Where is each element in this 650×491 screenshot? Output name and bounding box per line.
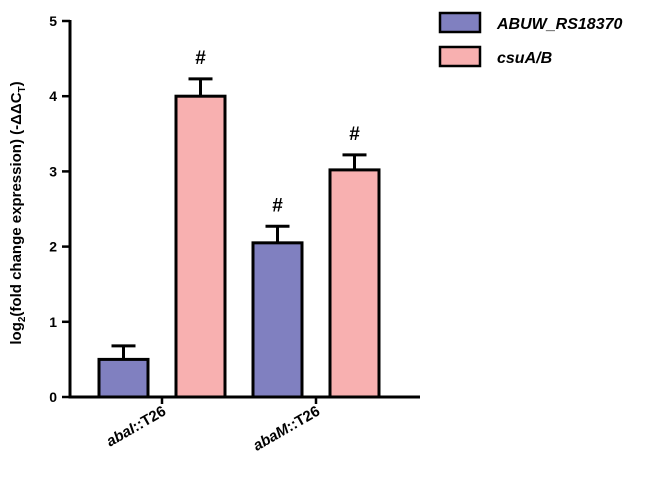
bar-1-2	[251, 241, 304, 399]
significance-mark-2-2: #	[349, 124, 360, 145]
significance-mark-2-1: #	[195, 48, 206, 69]
legend-label-2: csuA/B	[497, 50, 552, 67]
y-tick-label-2: 2	[49, 239, 57, 255]
category-label-2: abaM::T26	[250, 403, 323, 455]
y-tick-label-3: 3	[49, 163, 57, 179]
legend-swatch-1	[438, 11, 482, 34]
significance-mark-1-2: #	[272, 195, 283, 216]
bar-1-1	[97, 357, 150, 399]
y-tick-label-5: 5	[49, 13, 57, 29]
legend: ABUW_RS18370 csuA/B	[438, 11, 622, 68]
y-tick-label-1: 1	[49, 314, 57, 330]
bar-2-1	[174, 94, 227, 399]
y-axis-title: log2(fold change expression) (-ΔΔCT)	[8, 81, 28, 344]
y-tick-label-0: 0	[49, 389, 57, 405]
legend-swatch-2	[438, 45, 482, 68]
y-axis-label: log2(fold change expression) (-ΔΔCT)	[8, 81, 28, 344]
legend-label-1: ABUW_RS18370	[496, 16, 622, 33]
y-tick-label-4: 4	[49, 88, 57, 104]
category-label-1: abaI::T26	[103, 403, 169, 451]
bar-2-2	[328, 168, 381, 399]
